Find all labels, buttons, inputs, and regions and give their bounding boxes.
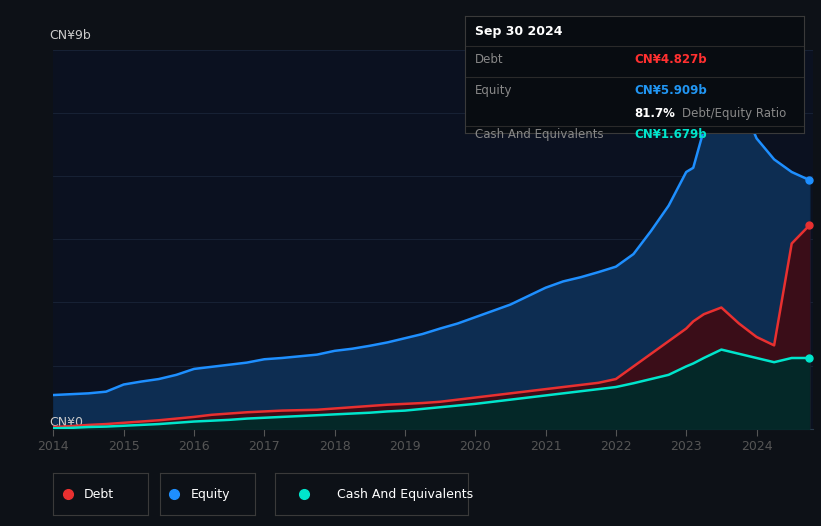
- Text: Equity: Equity: [190, 488, 230, 501]
- Text: Equity: Equity: [475, 84, 512, 96]
- Text: Cash And Equivalents: Cash And Equivalents: [337, 488, 473, 501]
- Text: CN¥9b: CN¥9b: [49, 29, 91, 43]
- Text: Debt/Equity Ratio: Debt/Equity Ratio: [681, 107, 786, 120]
- Text: 81.7%: 81.7%: [635, 107, 675, 120]
- Text: Cash And Equivalents: Cash And Equivalents: [475, 128, 603, 141]
- Text: CN¥0: CN¥0: [49, 416, 84, 429]
- Text: CN¥5.909b: CN¥5.909b: [635, 84, 707, 96]
- Text: CN¥4.827b: CN¥4.827b: [635, 53, 707, 66]
- Text: Debt: Debt: [84, 488, 113, 501]
- Text: CN¥1.679b: CN¥1.679b: [635, 128, 707, 141]
- Text: Sep 30 2024: Sep 30 2024: [475, 25, 562, 38]
- Text: Debt: Debt: [475, 53, 503, 66]
